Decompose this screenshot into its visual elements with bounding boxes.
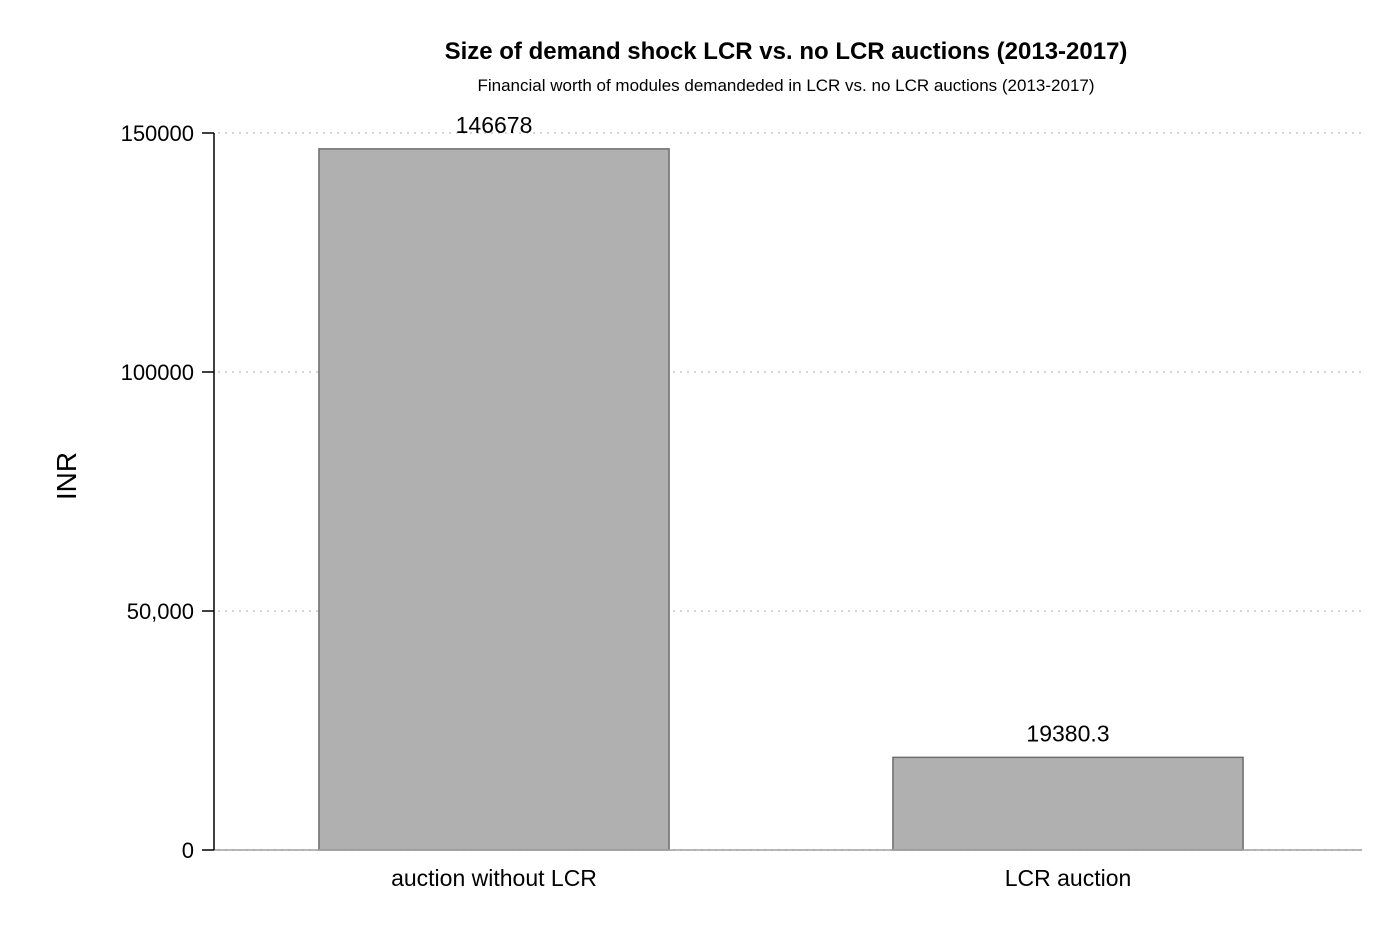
chart-subtitle: Financial worth of modules demandeded in… bbox=[477, 76, 1094, 95]
y-tick-label: 150000 bbox=[121, 121, 194, 146]
y-tick-label: 50,000 bbox=[127, 599, 194, 624]
bar bbox=[318, 148, 670, 851]
bars bbox=[318, 148, 1244, 851]
y-tick-label: 100000 bbox=[121, 360, 194, 385]
axes bbox=[202, 132, 1362, 851]
bar-value-label: 19380.3 bbox=[1026, 720, 1109, 746]
y-tick-label: 0 bbox=[182, 838, 194, 863]
bar-value-label: 146678 bbox=[456, 112, 533, 138]
x-category-label: auction without LCR bbox=[391, 865, 597, 891]
y-axis-label: INR bbox=[51, 452, 82, 500]
x-category-label: LCR auction bbox=[1005, 865, 1132, 891]
bar bbox=[892, 756, 1244, 851]
chart-title: Size of demand shock LCR vs. no LCR auct… bbox=[445, 38, 1128, 65]
labels: 0 50,000 100000 150000 146678 auction without… bbox=[121, 112, 1132, 891]
